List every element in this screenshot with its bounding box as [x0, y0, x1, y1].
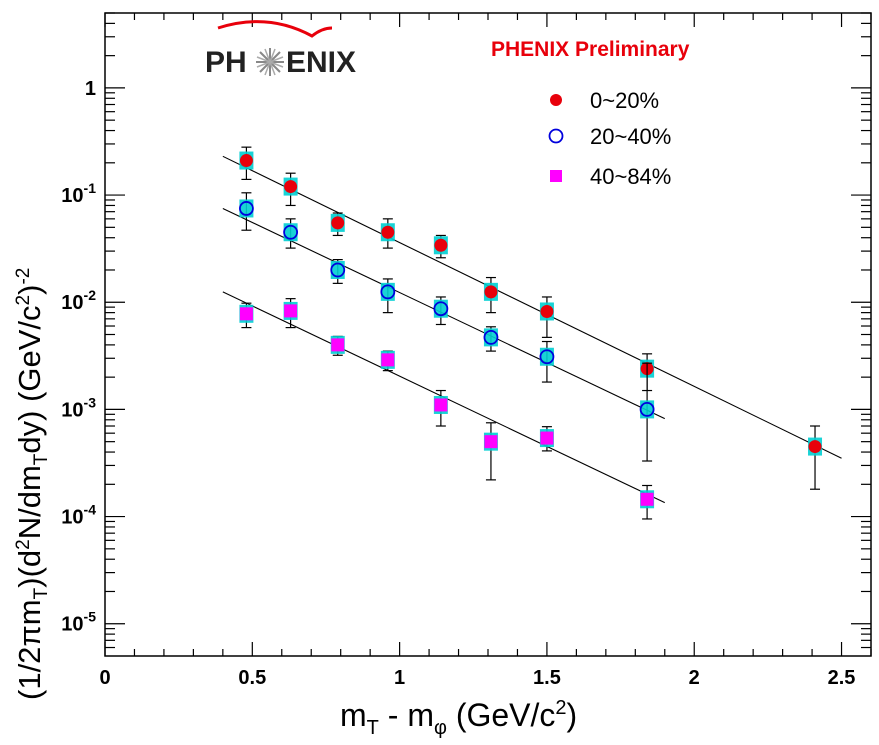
fit-lines: [222, 155, 842, 504]
data-point: [331, 216, 345, 230]
y-tick-label: 10-2: [61, 287, 96, 314]
data-point: [283, 224, 299, 240]
fit-line-0: [222, 155, 842, 459]
data-point: [808, 440, 822, 454]
data-point: [433, 301, 449, 317]
data-point: [484, 285, 498, 299]
x-tick-label: 0.5: [238, 667, 266, 689]
data-point: [284, 304, 298, 318]
y-axis-title: (1/2πmT)(d2N/dmTdy) (GeV/c2)-2: [12, 268, 52, 700]
x-axis: 0 0.5 1 1.5 2 2.5: [99, 13, 872, 689]
legend-label-40-84: 40~84%: [590, 164, 671, 189]
legend-label-0-20: 0~20%: [590, 88, 659, 113]
data-point: [239, 201, 254, 216]
x-tick-label: 1.5: [533, 667, 561, 689]
data-point: [639, 402, 655, 417]
data-point: [640, 492, 654, 506]
data-point: [381, 353, 395, 367]
data-point: [539, 349, 555, 365]
logo-text-left: PH: [205, 46, 247, 79]
data-point: [540, 304, 554, 318]
legend-marker-40-84: [550, 170, 562, 182]
x-tick-label: 2: [689, 667, 700, 689]
data-point: [330, 262, 346, 278]
annotation-preliminary: PHENIX Preliminary: [491, 38, 690, 61]
logo-text-right: ENIX: [286, 46, 356, 79]
data-point: [434, 398, 448, 412]
data-points: [239, 146, 823, 520]
y-tick-label: 10-1: [61, 180, 96, 207]
data-point: [284, 180, 298, 194]
x-tick-label: 1: [394, 667, 405, 689]
logo-star-icon: [256, 48, 284, 76]
data-point: [434, 238, 448, 252]
legend: 0~20% 20~40% 40~84%: [548, 88, 671, 189]
x-axis-title: mT - mφ (GeV/c2): [340, 697, 577, 739]
x-tick-label: 2.5: [828, 667, 856, 689]
phenix-logo: PH ENIX: [205, 20, 356, 79]
data-point: [483, 329, 499, 345]
y-axis: 1 10-1 10-2 10-3 10-4 10-5: [61, 12, 871, 649]
y-tick-label: 10-4: [61, 502, 96, 529]
y-tick-label: 10-5: [61, 609, 96, 636]
legend-marker-0-20: [550, 94, 562, 106]
data-point: [380, 284, 396, 300]
y-tick-label: 10-3: [61, 394, 96, 421]
legend-marker-20-40: [548, 128, 564, 144]
data-point: [331, 338, 345, 352]
data-point: [239, 154, 253, 168]
data-point: [239, 307, 253, 321]
logo-swoosh: [217, 20, 333, 38]
data-point: [540, 431, 554, 445]
legend-label-20-40: 20~40%: [590, 124, 671, 149]
y-tick-label: 1: [85, 78, 96, 100]
data-point: [381, 225, 395, 239]
data-point: [484, 435, 498, 449]
x-tick-label: 0: [99, 667, 110, 689]
